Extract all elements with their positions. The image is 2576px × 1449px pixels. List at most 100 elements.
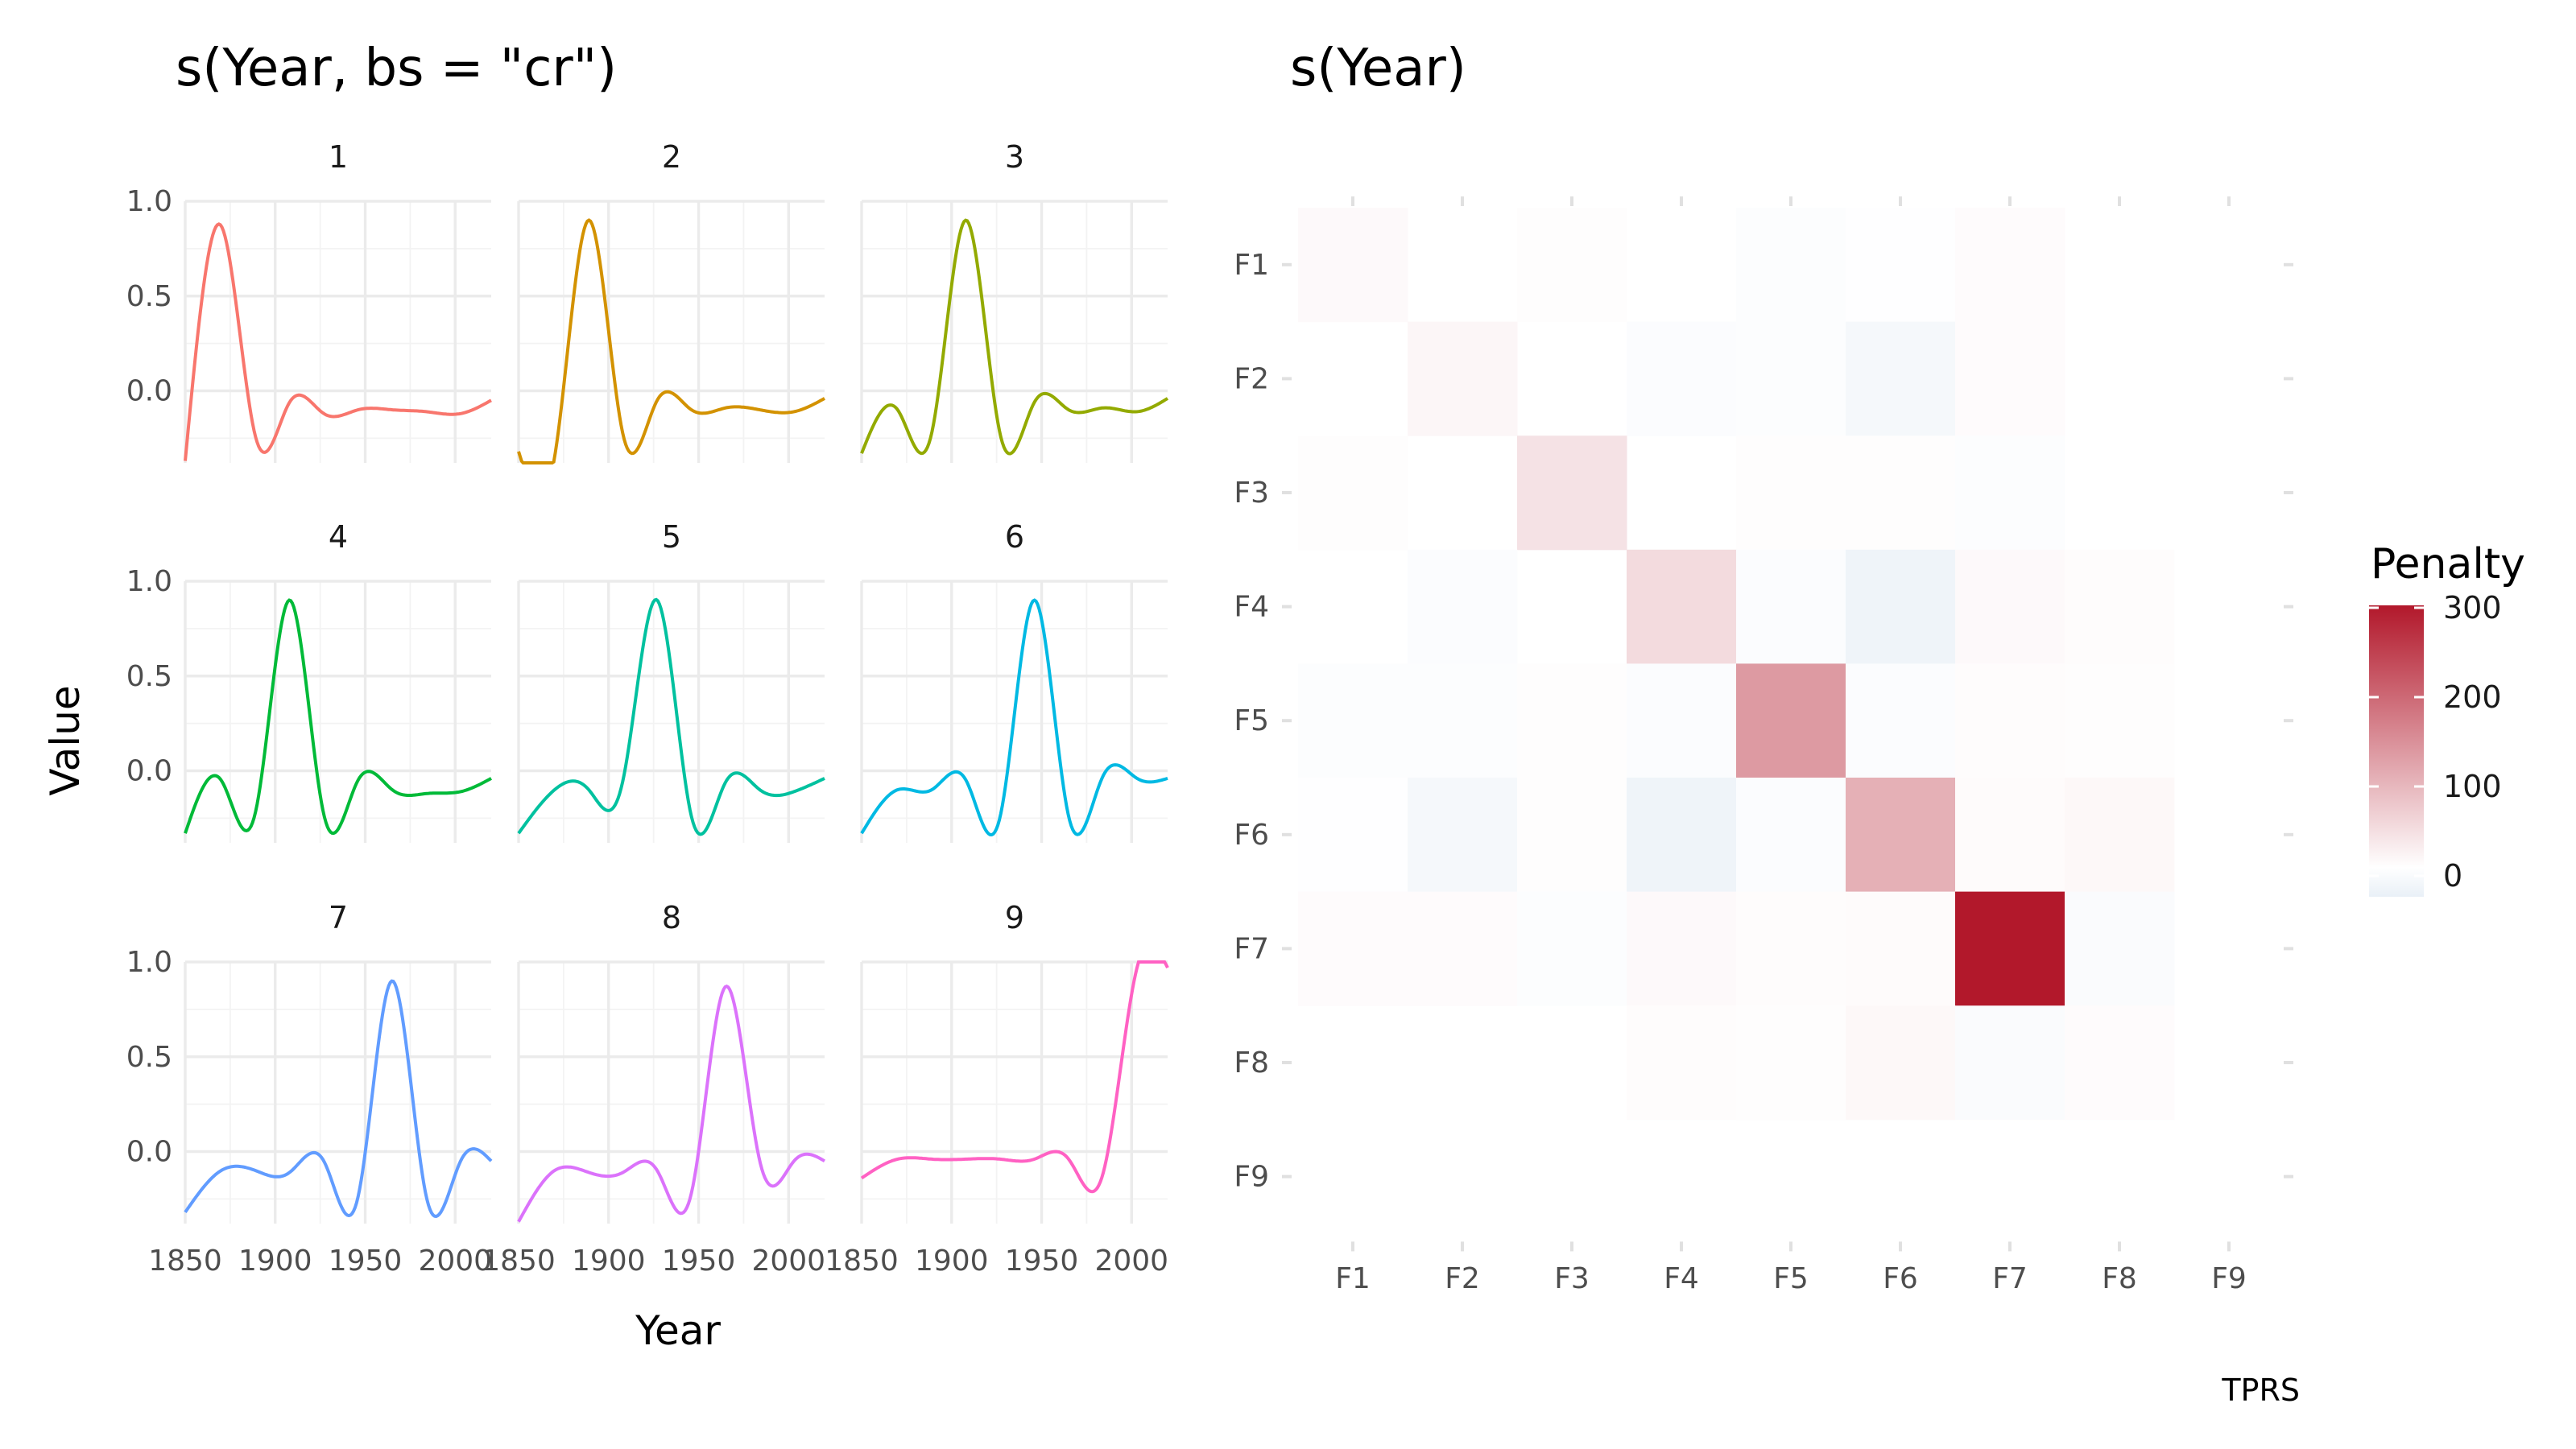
- facet-strip-label: 7: [329, 900, 348, 935]
- heatmap-y-tick-label: F3: [1234, 477, 1269, 510]
- heatmap-cell: [1408, 891, 1518, 1006]
- x-tick-label: 2000: [418, 1245, 492, 1278]
- x-tick-label: 1900: [915, 1245, 989, 1278]
- facet-strip-label: 2: [662, 139, 681, 175]
- basis-function-line: [184, 598, 493, 836]
- heatmap-cell: [1846, 778, 1956, 893]
- x-tick-label: 1950: [1005, 1245, 1079, 1278]
- x-tick-label: 1950: [662, 1245, 736, 1278]
- heatmap-y-tick-label: F5: [1234, 704, 1269, 737]
- basis-function-line: [860, 598, 1168, 837]
- basis-functions-facet-chart: s(Year, bs = "cr") Value Year 1 0.0 0.5 1.0…: [42, 39, 1169, 1354]
- heatmap-cell: [1298, 436, 1408, 551]
- heatmap-y-tick-label: F8: [1234, 1046, 1269, 1080]
- facet-strip-label: 4: [329, 519, 348, 555]
- heatmap-cell: [1517, 778, 1627, 893]
- heatmap-cell: [1408, 663, 1518, 778]
- heatmap-cell: [1846, 436, 1956, 551]
- heatmap: F1 F2 F3 F4 F5 F6 F7 F8 F9 F1 F2 F3 F4 F5 F6 F7 F8 F9: [1234, 196, 2293, 1295]
- heatmap-y-tick-label: F2: [1234, 362, 1269, 395]
- facet-panel: 5: [517, 519, 825, 843]
- heatmap-x-tick-label: F6: [1883, 1262, 1918, 1295]
- left-chart-title: s(Year, bs = "cr"): [176, 39, 617, 98]
- y-tick-label: 1.0: [126, 185, 172, 218]
- facet-panel: 7 0.0 0.5 1.0 1850 1900 1950 2000: [126, 900, 493, 1278]
- right-chart-title: s(Year): [1290, 39, 1466, 98]
- heatmap-cell: [1736, 321, 1846, 436]
- basis-function-line: [517, 597, 825, 836]
- facet-panel: 1 0.0 0.5 1.0: [126, 139, 492, 463]
- heatmap-cell: [1517, 436, 1627, 551]
- legend-tick-label: 100: [2443, 769, 2502, 804]
- heatmap-cell: [1517, 663, 1627, 778]
- facet-panels: 1 0.0 0.5 1.0 2 3 4 0.0 0.5 1.0 5 6 7 0.0 0.5 1.0 1850 19…: [126, 139, 1169, 1278]
- heatmap-cell: [1846, 321, 1956, 436]
- y-tick-label: 1.0: [126, 946, 172, 979]
- basis-function-line: [184, 979, 493, 1219]
- heatmap-x-tick-label: F8: [2102, 1262, 2137, 1295]
- heatmap-y-tick-label: F7: [1234, 932, 1269, 965]
- facet-panel: 2: [517, 139, 826, 464]
- heatmap-y-tick-label: F6: [1234, 819, 1269, 852]
- heatmap-cell: [1846, 208, 1956, 323]
- heatmap-cell: [1517, 891, 1627, 1006]
- heatmap-cell: [1627, 549, 1737, 664]
- chart-caption: TPRS: [2221, 1373, 2300, 1408]
- heatmap-cell: [1736, 891, 1846, 1006]
- facet-panel: 9 1850 1900 1950 2000: [825, 900, 1169, 1278]
- y-tick-label: 0.0: [126, 755, 172, 788]
- legend-tick-label: 200: [2443, 679, 2502, 715]
- heatmap-cell: [1298, 778, 1408, 893]
- heatmap-x-tick-label: F2: [1445, 1262, 1480, 1295]
- heatmap-cell: [1408, 778, 1518, 893]
- basis-function-line: [517, 984, 826, 1223]
- x-tick-label: 1900: [572, 1245, 646, 1278]
- y-tick-label: 0.0: [126, 1136, 172, 1169]
- heatmap-cell: [2065, 1005, 2175, 1121]
- heatmap-cell: [1408, 321, 1518, 436]
- heatmap-cell: [1955, 1005, 2065, 1121]
- heatmap-cell: [1846, 663, 1956, 778]
- heatmap-cell: [1955, 321, 2065, 436]
- x-tick-label: 1950: [329, 1245, 403, 1278]
- facet-strip-label: 1: [329, 139, 348, 175]
- heatmap-cell: [1736, 1005, 1846, 1121]
- legend-colorbar: [2369, 605, 2424, 897]
- heatmap-cell: [1627, 778, 1737, 893]
- basis-function-line: [860, 218, 1169, 456]
- facet-strip-label: 3: [1005, 139, 1024, 175]
- heatmap-cell: [1298, 208, 1408, 323]
- heatmap-cell: [1955, 891, 2065, 1006]
- y-tick-label: 0.5: [126, 660, 172, 693]
- heatmap-cell: [1736, 208, 1846, 323]
- facet-strip-label: 6: [1005, 519, 1024, 555]
- heatmap-x-tick-label: F9: [2211, 1262, 2247, 1295]
- heatmap-cell: [1955, 778, 2065, 893]
- x-axis-title: Year: [635, 1307, 721, 1354]
- heatmap-x-tick-label: F5: [1773, 1262, 1809, 1295]
- facet-panel: 3: [860, 139, 1169, 463]
- facet-panel: 8 1850 1900 1950 2000: [482, 900, 825, 1278]
- heatmap-x-tick-label: F7: [1992, 1262, 2028, 1295]
- heatmap-cell: [1955, 549, 2065, 664]
- penalty-heatmap-chart: s(Year) F1 F2 F3 F4 F5 F6 F7 F8 F9 F1 F2 F3 F4 F5 F6 F7…: [1234, 39, 2525, 1408]
- x-tick-label: 1850: [482, 1245, 556, 1278]
- heatmap-y-tick-label: F4: [1234, 591, 1269, 624]
- heatmap-cell: [1736, 549, 1846, 664]
- heatmap-cell: [1736, 778, 1846, 893]
- facet-panel: 4 0.0 0.5 1.0: [126, 519, 493, 843]
- y-tick-label: 0.0: [126, 375, 172, 408]
- x-tick-label: 1850: [148, 1245, 222, 1278]
- basis-function-line: [184, 222, 492, 461]
- facet-panel: 6: [860, 519, 1168, 843]
- x-tick-label: 1900: [238, 1245, 312, 1278]
- legend-tick-label: 0: [2443, 858, 2462, 894]
- heatmap-cell: [1517, 208, 1627, 323]
- legend-tick-label: 300: [2443, 590, 2502, 625]
- facet-strip-label: 9: [1005, 900, 1024, 935]
- heatmap-cell: [1955, 663, 2065, 778]
- heatmap-cell: [1955, 436, 2065, 551]
- heatmap-y-tick-label: F9: [1234, 1161, 1269, 1194]
- heatmap-cell: [1627, 1005, 1737, 1121]
